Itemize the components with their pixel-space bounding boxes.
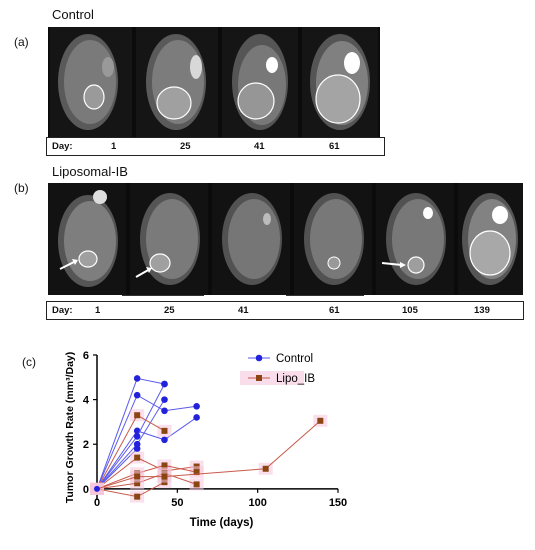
lipo-mri-day-105 [376, 183, 454, 295]
lipo-point [161, 462, 168, 469]
origin-point [94, 485, 100, 492]
x-axis-title: Time (days) [190, 517, 254, 529]
lipo-point [134, 412, 141, 419]
legend-highlight [240, 371, 304, 385]
x-tick-label: 100 [248, 497, 266, 509]
control-point [161, 396, 168, 403]
lipo-day-label: Day: [52, 305, 73, 316]
control-mri-day-25 [136, 27, 218, 137]
control-day-label: Day: [52, 141, 73, 152]
control-point [133, 391, 141, 399]
lipo-point [134, 493, 141, 500]
control-day-61: 61 [329, 141, 340, 152]
lipo-curve-2 [96, 464, 197, 490]
panel-a-title: Control [52, 7, 94, 22]
control-day-25: 25 [180, 141, 191, 152]
y-tick-label: 4 [83, 395, 90, 407]
lipo-mri-day-139 [458, 183, 523, 295]
control-point [133, 433, 141, 440]
control-day-1: 1 [111, 141, 117, 152]
legend-label-1: Lipo_IB [276, 373, 315, 385]
control-point [193, 414, 200, 421]
control-mri-strip [48, 27, 380, 137]
x-tick-label: 0 [94, 497, 100, 509]
lipo-mri-strip [48, 183, 523, 295]
y-tick-label: 6 [83, 350, 89, 362]
lipo-point [134, 480, 141, 487]
lipo-mri-day-1 [48, 183, 126, 295]
lipo-point [134, 473, 141, 480]
y-tick-label: 2 [83, 439, 89, 451]
lipo-curve-3 [96, 472, 197, 490]
tumor-growth-chart: 0 2 4 6 0 50 100 150 Control Lipo_IB Time (days)… [64, 350, 347, 529]
x-tick-label: 50 [171, 497, 183, 509]
control-point [133, 445, 141, 452]
lipo-day-139: 139 [474, 305, 490, 316]
control-curve-1 [96, 394, 197, 490]
lipo-day-1: 1 [95, 305, 101, 316]
lipo-point [193, 481, 200, 488]
lipo-mri-day-25 [130, 183, 208, 295]
panel-c-label: (c) [22, 355, 36, 369]
control-day-41: 41 [254, 141, 265, 152]
control-point [161, 407, 168, 415]
panel-a-label: (a) [14, 35, 29, 49]
x-tick-label: 150 [329, 497, 347, 509]
control-curve-2 [96, 417, 197, 490]
panel-b-label: (b) [14, 181, 29, 195]
lipo-divider-2 [286, 295, 364, 296]
control-mri-day-41 [222, 27, 298, 137]
lipo-day-41: 41 [238, 305, 249, 316]
y-tick-label: 0 [83, 484, 89, 496]
legend-label-0: Control [276, 353, 313, 365]
lipo-day-105: 105 [402, 305, 418, 316]
lipo-day-bar: Day: 1 25 41 61 105 139 [46, 301, 524, 320]
control-mri-day-61 [302, 27, 378, 137]
legend-marker-lipo [256, 375, 262, 381]
legend-marker-control [255, 354, 263, 362]
lipo-point [262, 465, 269, 472]
lipo-day-25: 25 [164, 305, 175, 316]
lipo-point [134, 454, 141, 461]
lipo-point [317, 417, 324, 424]
y-axis-title: Tumor Growth Rate (mm³/Day) [64, 352, 76, 503]
lipo-mri-day-41 [212, 183, 290, 295]
control-point [161, 380, 168, 388]
lipo-point [161, 473, 168, 480]
lipo-mri-day-61 [294, 183, 372, 295]
control-point [161, 436, 168, 444]
panel-b-title: Liposomal-IB [52, 164, 128, 179]
lipo-point [161, 427, 168, 434]
control-mri-day-1 [50, 27, 132, 137]
control-point [133, 375, 141, 382]
lipo-day-61: 61 [329, 305, 340, 316]
control-day-bar: Day: 1 25 41 61 [46, 137, 385, 156]
lipo-divider-1 [122, 295, 204, 296]
lipo-point [193, 469, 200, 476]
control-point [193, 403, 200, 410]
